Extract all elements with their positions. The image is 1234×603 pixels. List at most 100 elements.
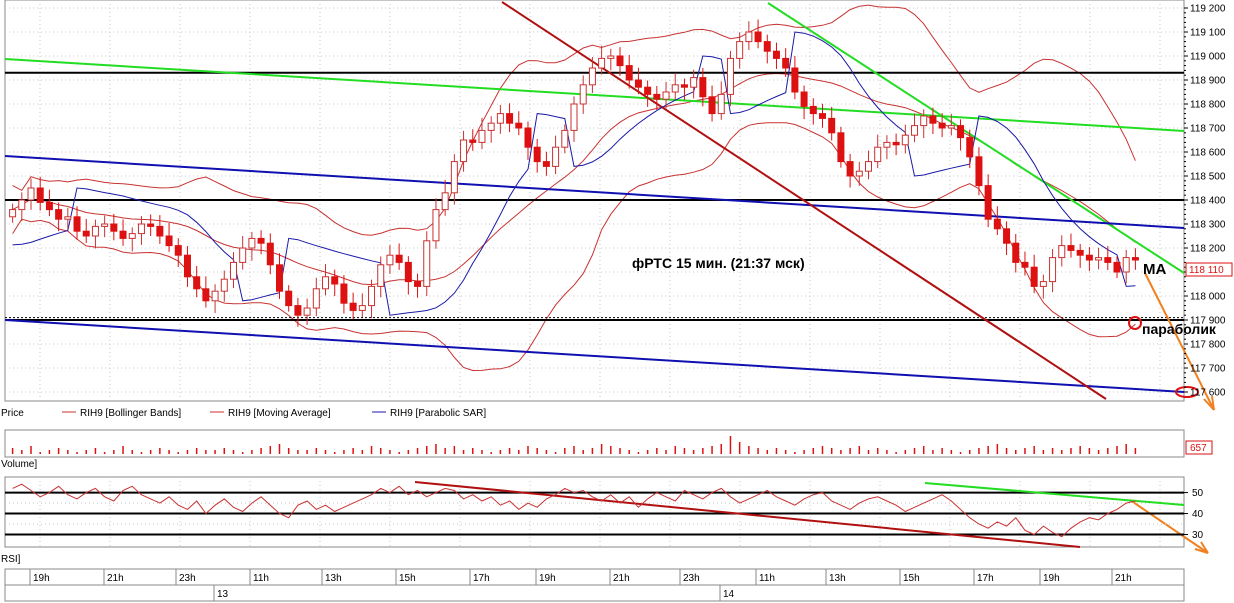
candle-body xyxy=(809,105,817,115)
time-label: 13h xyxy=(829,573,846,584)
candle-body xyxy=(892,141,900,146)
rsi-tick-label: 30 xyxy=(1192,530,1204,541)
volume-badge-box xyxy=(1185,440,1213,455)
y-tick-label: 118 600 xyxy=(1190,148,1226,159)
candle-body xyxy=(45,201,53,211)
time-label: 15h xyxy=(903,573,920,584)
time-label: 21h xyxy=(613,573,630,584)
y-tick-label: 119 000 xyxy=(1190,52,1226,63)
candle-body xyxy=(294,305,302,316)
candle-body xyxy=(1122,257,1130,273)
candle-body xyxy=(1058,245,1066,259)
candle-body xyxy=(708,96,716,115)
y-tick-label: 118 300 xyxy=(1190,220,1226,231)
candle-body xyxy=(644,86,652,95)
rsi-red-trend xyxy=(414,481,1081,548)
time-label: 19h xyxy=(33,573,50,584)
candle-body xyxy=(414,281,422,287)
rsi-y-axis: 50 40 30 xyxy=(1184,488,1204,541)
rsi-path xyxy=(12,483,1136,538)
forecast-arrow-price xyxy=(1144,272,1215,411)
candle-body xyxy=(506,113,514,124)
parabolic-marker-circle xyxy=(1128,316,1142,330)
y-tick-label: 118 200 xyxy=(1190,244,1226,255)
time-label: 21h xyxy=(107,573,124,584)
candle-body xyxy=(929,115,937,124)
candle-body xyxy=(432,209,440,242)
candle-body xyxy=(9,209,17,218)
candle-body xyxy=(763,41,771,52)
time-label: 13h xyxy=(325,573,342,584)
candle-body xyxy=(772,50,780,59)
candle-body xyxy=(487,122,495,131)
price-y-axis: 119 200 119 100 119 000 118 900 118 800 118 7… xyxy=(1184,4,1226,399)
candle-body xyxy=(966,137,974,158)
candle-body xyxy=(1049,257,1057,283)
day-label: 13 xyxy=(217,589,229,600)
candle-body xyxy=(883,141,891,148)
legend-bollinger: RIH9 [Bollinger Bands] xyxy=(80,408,181,419)
chart-annotation: фРТС 15 мин. (21:37 мск) xyxy=(632,255,805,271)
parabolic-sar-line xyxy=(12,31,1136,316)
candle-body xyxy=(745,31,753,43)
candle-body xyxy=(947,125,955,129)
candle-body xyxy=(911,125,919,136)
time-label: 19h xyxy=(539,573,556,584)
candle-body xyxy=(570,103,578,131)
candle-body xyxy=(110,223,118,232)
candle-body xyxy=(865,161,873,172)
candle-body xyxy=(386,254,394,266)
candle-body xyxy=(358,305,366,311)
volume-bars xyxy=(11,436,1137,454)
candle-body xyxy=(36,187,44,203)
candle-body xyxy=(165,235,173,247)
time-label: 23h xyxy=(179,573,196,584)
candle-body xyxy=(128,233,136,239)
candle-body xyxy=(239,247,247,263)
candle-body xyxy=(119,230,127,239)
candle-body xyxy=(469,139,477,143)
candle-body xyxy=(1076,249,1084,256)
candle-body xyxy=(349,302,357,311)
candle-body xyxy=(202,288,210,302)
y-tick-label: 118 400 xyxy=(1190,196,1226,207)
candle-body xyxy=(1104,257,1112,263)
candle-body xyxy=(855,170,863,177)
candle-body xyxy=(874,146,882,163)
forecast-arrow-rsi xyxy=(1129,499,1209,554)
forecast-arrow-rsi-head xyxy=(1194,541,1209,554)
candle-body xyxy=(312,288,320,309)
rsi-tick-label: 40 xyxy=(1192,509,1204,520)
candle-body xyxy=(275,264,283,292)
blue-channel-lower xyxy=(4,319,1185,393)
candle-body xyxy=(220,278,228,292)
candle-body xyxy=(579,84,587,105)
legend-ma: RIH9 [Moving Average] xyxy=(228,408,331,419)
green-trend-upper xyxy=(4,58,1185,132)
candle-body xyxy=(1113,261,1121,273)
candle-body xyxy=(478,129,486,143)
price-badge: 118 110 xyxy=(1189,265,1224,276)
candle-body xyxy=(754,31,762,43)
candle-body xyxy=(322,276,330,290)
candle-body xyxy=(137,223,145,235)
candle-body xyxy=(377,264,385,287)
candle-body xyxy=(257,237,265,244)
candle-body xyxy=(211,290,219,302)
candle-body xyxy=(55,209,63,220)
green-trend-steep xyxy=(767,2,1185,274)
candle-body xyxy=(616,55,624,67)
candle-body xyxy=(533,146,541,163)
y-tick-label: 118 900 xyxy=(1190,76,1226,87)
candle-body xyxy=(368,285,376,307)
y-tick-label: 117 900 xyxy=(1190,316,1226,327)
candle-body xyxy=(561,129,569,148)
candle-body xyxy=(690,77,698,88)
candle-body xyxy=(598,57,606,69)
y-tick-label: 118 800 xyxy=(1190,100,1226,111)
candle-body xyxy=(1039,281,1047,287)
forecast-arrow-price-head xyxy=(1203,395,1215,411)
candle-body xyxy=(303,307,311,316)
candle-body xyxy=(607,55,615,59)
candle-body xyxy=(101,223,109,227)
